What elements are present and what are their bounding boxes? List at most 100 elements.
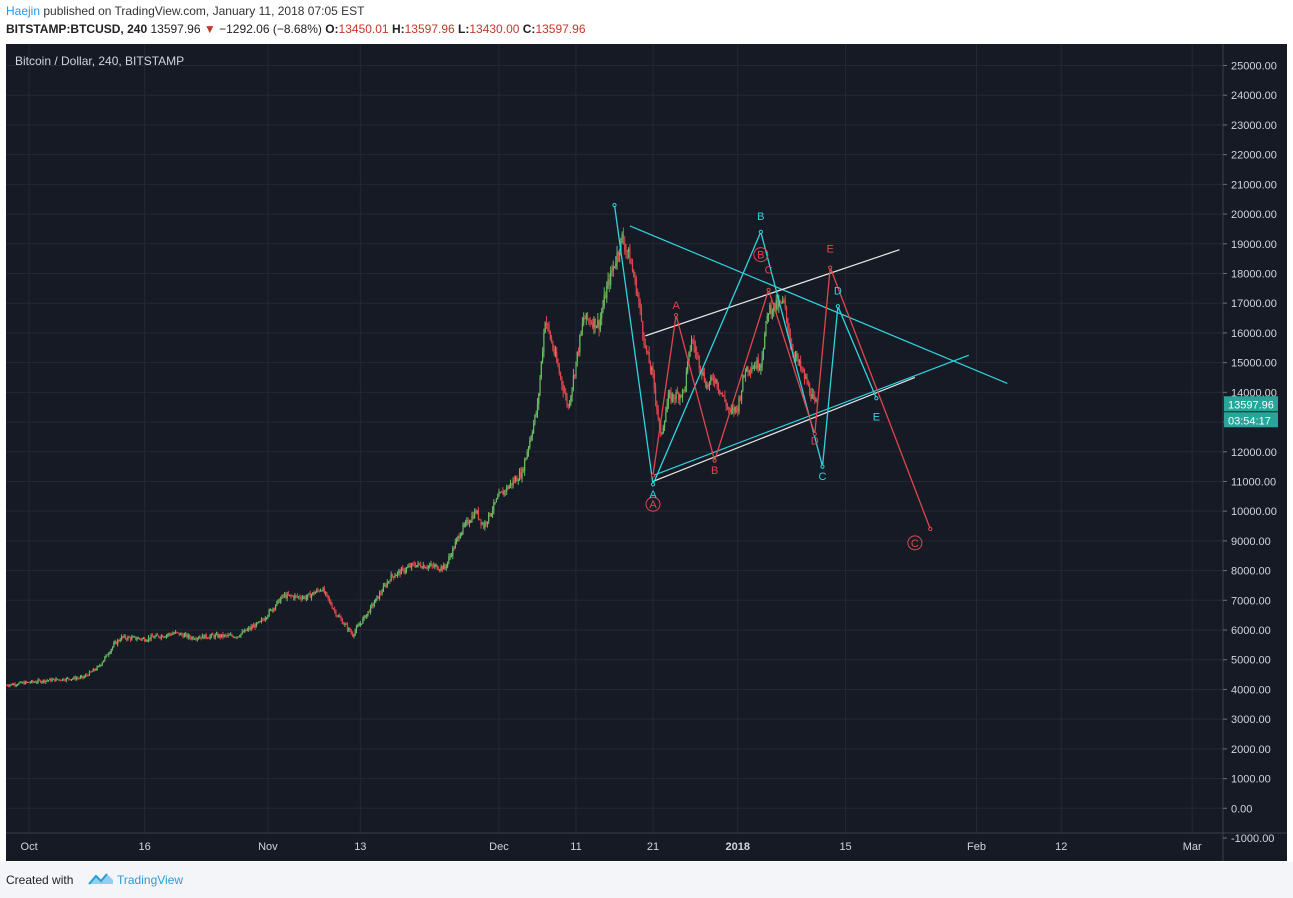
candle-body [277, 599, 279, 602]
candle-body [525, 457, 527, 461]
candle-body [509, 483, 512, 486]
tradingview-link[interactable]: TradingView [117, 873, 184, 887]
price-chart[interactable]: -1000.00 0.00 1000.00 2000.00 3000.00 4000.00… [6, 44, 1287, 861]
candle-body [280, 598, 282, 603]
candle-body [506, 486, 508, 492]
candle-body [67, 678, 69, 680]
candle-body [141, 638, 143, 640]
candle-body [629, 249, 631, 264]
candle-body [241, 631, 243, 634]
wave-point [766, 287, 771, 292]
candle-body [512, 480, 514, 486]
candle-body [645, 345, 648, 352]
candle-body [794, 356, 797, 358]
candle-body [553, 349, 555, 354]
open-value: 13450.01 [338, 22, 389, 36]
candle-body [208, 638, 210, 640]
candle-body [25, 681, 28, 683]
candle-body [60, 680, 62, 682]
candle-body [779, 301, 781, 303]
candle-body [586, 312, 589, 320]
candle-body [683, 389, 685, 391]
candle-body [617, 252, 619, 256]
candle-body [485, 522, 487, 524]
candle-body [624, 242, 626, 251]
candle-body [760, 365, 762, 369]
candle-body [527, 447, 530, 452]
candle-body [634, 277, 636, 279]
candle-body [533, 423, 535, 433]
candle-body [806, 377, 808, 385]
candle-body [395, 575, 397, 577]
candle-body [751, 368, 753, 372]
candle-body [346, 624, 349, 630]
candle-body [793, 353, 795, 358]
candle-body [287, 593, 290, 596]
candle-body [412, 563, 414, 565]
candle-body [262, 619, 264, 621]
candle-body [631, 264, 634, 271]
candle-body [37, 679, 39, 683]
x-tick-label: 21 [647, 841, 659, 853]
candle-body [574, 375, 576, 377]
candle-body [572, 375, 575, 388]
wave-point [650, 473, 656, 478]
candle-body [662, 427, 664, 433]
candle-body [20, 681, 23, 684]
candle-body [49, 678, 51, 681]
candle-body [336, 615, 338, 617]
candle-body [515, 477, 517, 482]
candle-body [87, 675, 89, 677]
candle-body [237, 636, 239, 638]
candle-body [10, 683, 12, 685]
candle-body [612, 266, 614, 272]
candle-body [471, 515, 473, 521]
x-tick-label: Feb [967, 841, 986, 853]
candle-body [260, 619, 263, 622]
candle-body [259, 621, 261, 623]
candle-body [500, 491, 503, 493]
candle-body [711, 376, 713, 379]
candle-body [615, 263, 617, 267]
candle-body [559, 373, 562, 378]
candle-body [517, 480, 519, 482]
candle-body [254, 625, 256, 628]
author-link[interactable]: Haejin [6, 4, 41, 18]
candle-body [250, 626, 252, 630]
candle-body [58, 679, 60, 681]
candle-body [278, 599, 281, 603]
candle-body [688, 351, 690, 362]
candle-body [326, 592, 328, 596]
candle-body [584, 318, 586, 320]
candle-body [622, 234, 625, 243]
candle-body [679, 395, 681, 400]
candle-body [702, 372, 704, 375]
candle-body [377, 596, 379, 599]
candle-body [348, 628, 350, 630]
wave-point [828, 265, 833, 270]
candle-body [420, 564, 422, 568]
candle-body [769, 304, 771, 314]
candle-body [521, 468, 523, 478]
candle-body [64, 680, 66, 682]
candle-body [690, 340, 693, 351]
candle-body [104, 656, 106, 661]
candle-body [312, 592, 314, 595]
candle-body [670, 392, 672, 402]
x-tick-label: 16 [139, 841, 151, 853]
candle-body [394, 576, 396, 578]
candle-body [477, 510, 480, 519]
candle-body [801, 368, 803, 370]
chart-area[interactable]: -1000.00 0.00 1000.00 2000.00 3000.00 4000.00… [6, 44, 1287, 861]
candle-body [666, 404, 668, 413]
candle-body [757, 359, 759, 369]
candle-body [544, 322, 546, 333]
candle-body [203, 635, 205, 639]
candle-body [223, 634, 225, 637]
candle-body [335, 610, 337, 616]
candle-body [494, 502, 496, 504]
candle-body [486, 521, 489, 524]
high-label: H: [391, 22, 405, 36]
candle-body [84, 674, 87, 677]
candle-body [404, 570, 406, 573]
